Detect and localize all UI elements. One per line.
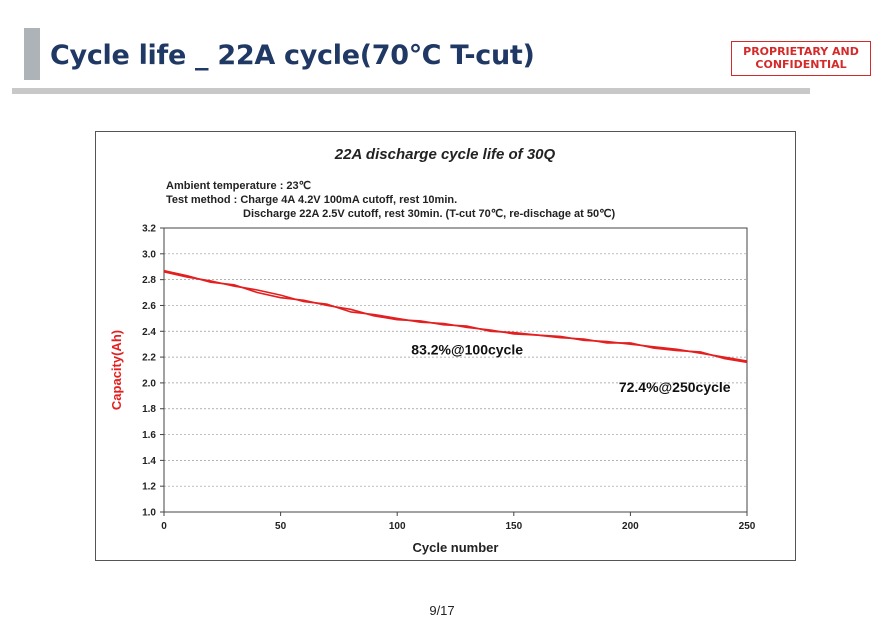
chart-title: 22A discharge cycle life of 30Q	[334, 146, 556, 163]
y-tick-label: 3.2	[142, 224, 156, 235]
y-axis-label: Capacity(Ah)	[109, 330, 124, 410]
y-tick-label: 2.8	[142, 275, 156, 286]
y-tick-label: 3.0	[142, 249, 156, 260]
x-tick-label: 200	[622, 521, 639, 532]
slide-title: Cycle life _ 22A cycle(70℃ T-cut)	[50, 40, 535, 71]
y-tick-label: 2.4	[142, 327, 156, 338]
x-tick-label: 100	[389, 521, 406, 532]
cycle-life-chart: 22A discharge cycle life of 30Q Ambient t…	[109, 146, 756, 555]
y-tick-label: 1.4	[142, 456, 156, 467]
x-tick-label: 150	[505, 521, 522, 532]
y-tick-label: 1.0	[142, 508, 156, 519]
plot-area	[163, 227, 748, 513]
condition-line: Ambient temperature : 23℃	[166, 180, 311, 192]
chart-frame: 22A discharge cycle life of 30Q Ambient t…	[95, 131, 796, 561]
capacity-series-line-2	[163, 269, 748, 364]
x-axis-label: Cycle number	[413, 540, 499, 555]
title-accent-bar	[24, 28, 40, 80]
title-underline	[12, 88, 810, 94]
capacity-retention-label: 72.4%@250cycle	[619, 379, 731, 395]
y-tick-label: 1.2	[142, 482, 156, 493]
capacity-retention-label: 83.2%@100cycle	[411, 342, 523, 358]
y-tick-label: 2.2	[142, 353, 156, 364]
condition-line: Discharge 22A 2.5V cutoff, rest 30min. (…	[243, 208, 615, 220]
page-number: 9/17	[429, 603, 455, 618]
y-tick-label: 1.8	[142, 404, 156, 415]
confidential-line-2: CONFIDENTIAL	[755, 58, 847, 71]
x-tick-label: 250	[739, 521, 756, 532]
y-tick-label: 1.6	[142, 430, 156, 441]
condition-line: Test method : Charge 4A 4.2V 100mA cutof…	[166, 194, 457, 206]
y-tick-label: 2.0	[142, 378, 156, 389]
x-tick-label: 50	[275, 521, 287, 532]
x-tick-label: 0	[161, 521, 167, 532]
confidential-line-1: PROPRIETARY AND	[743, 45, 859, 58]
confidential-stamp: PROPRIETARY AND CONFIDENTIAL	[731, 41, 871, 76]
y-tick-label: 2.6	[142, 301, 156, 312]
